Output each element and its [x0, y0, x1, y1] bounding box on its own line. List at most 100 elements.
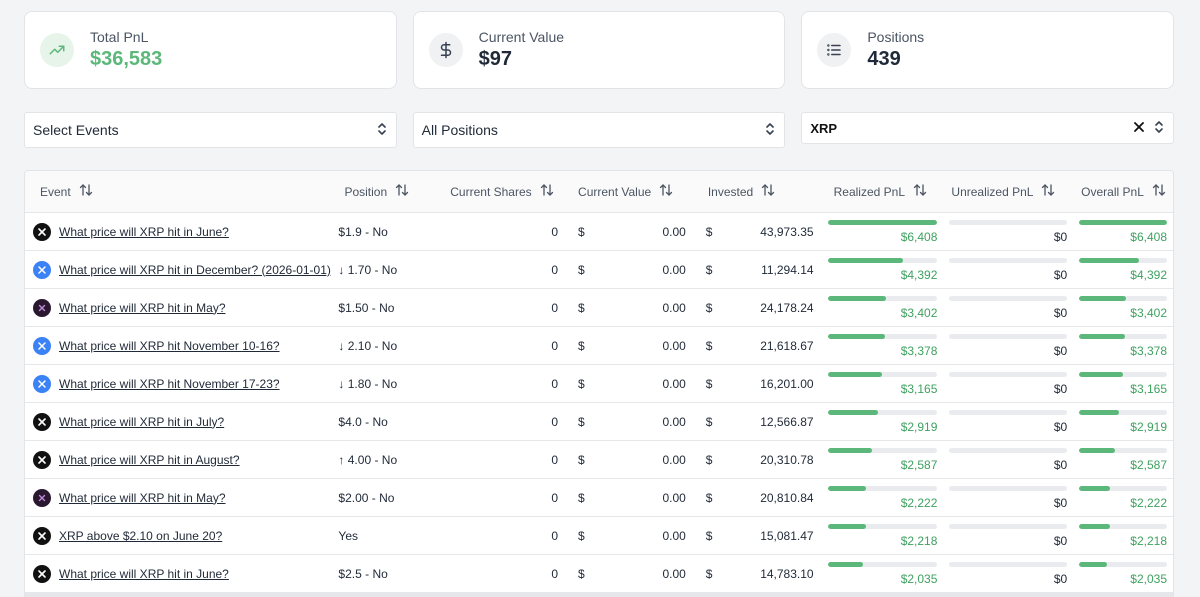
- shares-value: 0: [551, 528, 558, 543]
- event-link[interactable]: What price will XRP hit in June?: [59, 566, 229, 581]
- overall-pnl-cell: $2,587: [1073, 441, 1173, 478]
- sort-icon[interactable]: [659, 183, 673, 200]
- sort-icon[interactable]: [761, 183, 775, 200]
- table-row[interactable]: What price will XRP hit November 10-16? ↓…: [25, 327, 1173, 365]
- sort-icon[interactable]: [1041, 183, 1055, 200]
- unrealized-pnl-value: $0: [1053, 229, 1068, 244]
- event-link[interactable]: What price will XRP hit in December? (20…: [59, 262, 331, 277]
- overall-pnl-bar-fill: [1079, 295, 1126, 301]
- currency-symbol: $: [578, 224, 585, 239]
- chevron-updown-icon: [376, 122, 388, 139]
- chevron-updown-icon[interactable]: [1153, 120, 1165, 137]
- sort-icon[interactable]: [540, 183, 554, 200]
- shares-value: 0: [551, 414, 558, 429]
- event-link[interactable]: What price will XRP hit in June?: [59, 224, 229, 239]
- event-link[interactable]: What price will XRP hit November 17-23?: [59, 376, 280, 391]
- positions-select[interactable]: All Positions: [412, 112, 786, 148]
- invested-value: 16,201.00: [760, 376, 814, 391]
- unrealized-pnl-bar: [949, 485, 1068, 491]
- market-search-combobox[interactable]: [801, 112, 1175, 144]
- realized-pnl-bar-fill: [827, 409, 878, 415]
- event-cell: What price will XRP hit in June?: [25, 213, 338, 250]
- event-cell: What price will XRP hit in June?: [25, 555, 338, 592]
- table-row[interactable]: What price will XRP hit in May? $2.00 - N…: [25, 479, 1173, 517]
- sort-icon[interactable]: [79, 183, 93, 200]
- table-row[interactable]: What price will XRP hit in June? $2.5 - N…: [25, 555, 1173, 593]
- table-row[interactable]: XRP above $2.10 on June 20? Yes 0 $0.00 $15,…: [25, 517, 1173, 555]
- current-value-cell: $0.00: [566, 403, 694, 440]
- unrealized-pnl-bar: [949, 257, 1068, 263]
- sort-icon[interactable]: [1152, 183, 1166, 200]
- event-cell: What price will XRP hit in July?: [25, 403, 338, 440]
- current-value-value: 0.00: [662, 376, 686, 391]
- column-header-label: Invested: [707, 184, 754, 199]
- event-link[interactable]: What price will XRP hit in May?: [59, 300, 226, 315]
- overall-pnl-cell: $2,035: [1073, 555, 1173, 592]
- invested-cell: $24,178.24: [694, 289, 822, 326]
- market-search-input[interactable]: [810, 120, 1111, 136]
- currency-symbol: $: [578, 452, 585, 467]
- invested-cell: $20,310.78: [694, 441, 822, 478]
- column-header-unrealized-pnl[interactable]: Unrealized PnL: [943, 171, 1073, 212]
- sort-icon[interactable]: [395, 183, 409, 200]
- overall-pnl-bar: [1079, 485, 1167, 491]
- position-value: ↓ 1.70 - No: [338, 262, 398, 277]
- overall-pnl-value: $2,222: [1130, 495, 1167, 510]
- current-value-cell: $0.00: [566, 213, 694, 250]
- unrealized-pnl-bar: [949, 295, 1068, 301]
- clear-icon[interactable]: [1133, 120, 1145, 136]
- column-header-label: Event: [40, 184, 71, 199]
- shares-cell: 0: [436, 365, 566, 402]
- shares-value: 0: [551, 490, 558, 505]
- overall-pnl-bar: [1079, 219, 1167, 225]
- column-header-position[interactable]: Position: [338, 171, 436, 212]
- realized-pnl-bar: [827, 561, 938, 567]
- column-header-label: Unrealized PnL: [951, 184, 1034, 199]
- position-cell: ↓ 2.10 - No: [338, 327, 436, 364]
- current-value-value: 0.00: [662, 224, 686, 239]
- table-row[interactable]: What price will XRP hit November 17-23? ↓…: [25, 365, 1173, 403]
- table-row[interactable]: What price will XRP hit in December? (20…: [25, 251, 1173, 289]
- event-link[interactable]: What price will XRP hit in August?: [59, 452, 240, 467]
- column-header-label: Position: [344, 184, 388, 199]
- realized-pnl-bar: [827, 219, 938, 225]
- realized-pnl-bar-fill: [827, 295, 886, 301]
- overall-pnl-bar-fill: [1079, 257, 1140, 263]
- event-link[interactable]: What price will XRP hit November 10-16?: [59, 338, 280, 353]
- overall-pnl-bar-fill: [1079, 485, 1110, 491]
- column-header-event[interactable]: Event: [25, 171, 338, 212]
- column-header-current-shares[interactable]: Current Shares: [436, 171, 566, 212]
- event-cell: XRP above $2.10 on June 20?: [25, 517, 338, 554]
- event-link[interactable]: What price will XRP hit in May?: [59, 490, 226, 505]
- current-value-cell: $0.00: [566, 251, 694, 288]
- events-select[interactable]: Select Events: [24, 112, 397, 148]
- current-value-cell: $0.00: [566, 365, 694, 402]
- event-link[interactable]: What price will XRP hit in July?: [59, 414, 225, 429]
- invested-cell: $12,566.87: [694, 403, 822, 440]
- current-value-cell: $0.00: [566, 289, 694, 326]
- table-row[interactable]: What price will XRP hit in July? $4.0 - N…: [25, 403, 1173, 441]
- positions-table: Event Position Current Shares Current Value…: [24, 170, 1174, 597]
- table-header: Event Position Current Shares Current Value…: [25, 171, 1173, 213]
- position-cell: $1.9 - No: [338, 213, 436, 250]
- invested-value: 24,178.24: [760, 300, 814, 315]
- event-link[interactable]: XRP above $2.10 on June 20?: [59, 528, 223, 543]
- current-value-value: 0.00: [662, 490, 686, 505]
- column-header-realized-pnl[interactable]: Realized PnL: [822, 171, 944, 212]
- currency-symbol: $: [578, 376, 585, 391]
- realized-pnl-cell: $3,402: [822, 289, 944, 326]
- unrealized-pnl-bar: [949, 333, 1068, 339]
- trending-up-icon: [40, 33, 74, 67]
- invested-cell: $20,810.84: [694, 479, 822, 516]
- realized-pnl-bar-fill: [827, 371, 882, 377]
- column-header-current-value[interactable]: Current Value: [566, 171, 694, 212]
- table-row[interactable]: What price will XRP hit in August? ↑ 4.00…: [25, 441, 1173, 479]
- table-row[interactable]: What price will XRP hit in June? $1.9 - N…: [25, 213, 1173, 251]
- table-row[interactable]: What price will XRP hit in May? $1.50 - N…: [25, 289, 1173, 327]
- column-header-invested[interactable]: Invested: [694, 171, 822, 212]
- shares-cell: 0: [436, 517, 566, 554]
- sort-icon[interactable]: [913, 183, 927, 200]
- overall-pnl-value: $3,165: [1130, 381, 1167, 396]
- current-value-label: Current Value: [478, 29, 565, 45]
- column-header-overall-pnl[interactable]: Overall PnL: [1073, 171, 1173, 212]
